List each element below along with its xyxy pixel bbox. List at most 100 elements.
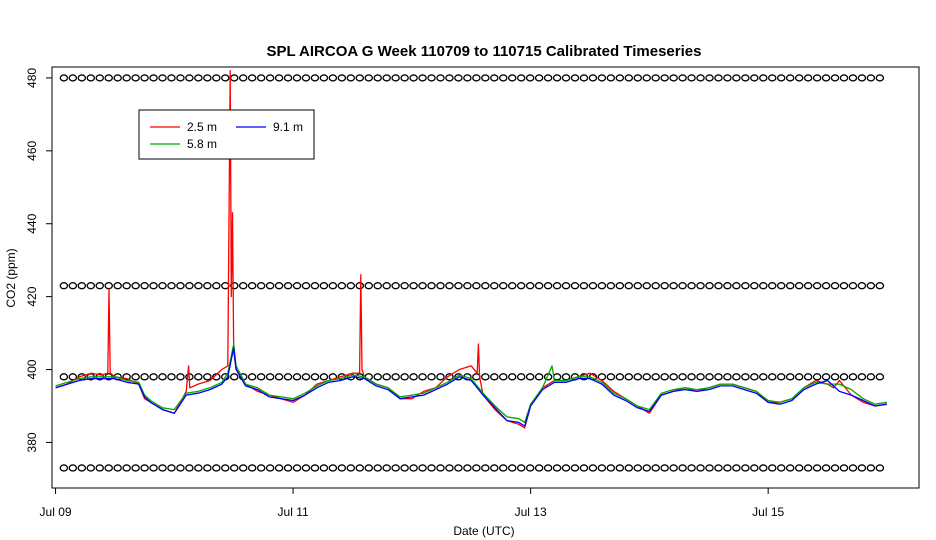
marker-point xyxy=(723,464,732,472)
marker-point xyxy=(463,282,472,290)
marker-point xyxy=(185,282,194,290)
marker-point xyxy=(355,282,365,290)
x-tick-label-jul-13: Jul 13 xyxy=(515,505,547,519)
marker-point xyxy=(606,282,616,290)
marker-point xyxy=(176,282,185,290)
marker-point xyxy=(185,74,194,82)
x-axis-label: Date (UTC) xyxy=(453,524,514,538)
marker-point xyxy=(714,464,723,472)
marker-point xyxy=(669,464,678,472)
marker-point xyxy=(597,464,607,472)
marker-point xyxy=(238,282,248,290)
marker-point xyxy=(382,464,391,472)
marker-point xyxy=(696,373,705,381)
marker-point xyxy=(821,373,831,381)
marker-point xyxy=(543,464,553,472)
marker-point xyxy=(687,74,696,82)
marker-point xyxy=(651,282,660,290)
marker-point xyxy=(606,464,616,472)
marker-point xyxy=(507,464,517,472)
marker-point xyxy=(803,74,813,82)
marker-point xyxy=(857,373,867,381)
marker-point xyxy=(714,282,723,290)
marker-point xyxy=(310,282,320,290)
marker-point xyxy=(373,464,382,472)
marker-point xyxy=(59,373,69,381)
marker-point xyxy=(803,373,813,381)
marker-point xyxy=(803,282,813,290)
marker-point xyxy=(391,282,400,290)
series-line-9-1-m xyxy=(55,347,887,427)
marker-point xyxy=(400,74,409,82)
marker-point xyxy=(418,464,427,472)
marker-point xyxy=(516,373,526,381)
marker-point xyxy=(561,464,571,472)
y-tick-label-440: 440 xyxy=(25,213,39,233)
marker-point xyxy=(803,464,813,472)
marker-point xyxy=(776,464,786,472)
marker-point xyxy=(507,282,517,290)
marker-point xyxy=(490,373,499,381)
marker-point xyxy=(346,464,356,472)
marker-point xyxy=(229,464,239,472)
marker-point xyxy=(723,282,732,290)
marker-point xyxy=(212,282,221,290)
marker-point xyxy=(265,464,275,472)
marker-point xyxy=(481,464,490,472)
marker-point xyxy=(839,373,849,381)
legend-label-2-5m: 2.5 m xyxy=(187,120,217,134)
marker-point xyxy=(785,373,795,381)
marker-point xyxy=(534,282,544,290)
marker-point xyxy=(238,464,248,472)
marker-point xyxy=(167,74,176,82)
marker-point xyxy=(830,373,840,381)
marker-point xyxy=(651,74,660,82)
marker-point xyxy=(194,282,203,290)
marker-point xyxy=(597,282,607,290)
marker-point xyxy=(203,464,212,472)
marker-point xyxy=(221,74,230,82)
marker-point xyxy=(507,373,517,381)
marker-point xyxy=(203,373,212,381)
marker-point xyxy=(283,373,293,381)
marker-point xyxy=(454,74,463,82)
marker-point xyxy=(445,282,454,290)
marker-point xyxy=(86,282,96,290)
marker-point xyxy=(337,74,347,82)
marker-point xyxy=(525,74,535,82)
marker-point xyxy=(875,373,885,381)
marker-point xyxy=(821,74,831,82)
marker-point xyxy=(543,282,553,290)
marker-point xyxy=(588,74,598,82)
marker-point xyxy=(59,282,69,290)
marker-point xyxy=(651,373,660,381)
x-axis: Jul 09 Jul 11 Jul 13 Jul 15 xyxy=(40,488,784,519)
marker-point xyxy=(705,74,714,82)
marker-point xyxy=(319,282,329,290)
marker-point xyxy=(265,373,275,381)
marker-point xyxy=(382,282,391,290)
marker-point xyxy=(552,74,562,82)
marker-point xyxy=(687,373,696,381)
marker-point xyxy=(472,74,481,82)
marker-point xyxy=(633,373,643,381)
marker-point xyxy=(543,74,553,82)
marker-point xyxy=(696,74,705,82)
marker-point xyxy=(59,464,69,472)
marker-point xyxy=(741,282,750,290)
marker-point xyxy=(158,373,167,381)
marker-point xyxy=(328,464,338,472)
marker-point xyxy=(176,373,185,381)
marker-point xyxy=(418,282,427,290)
marker-point xyxy=(301,464,311,472)
marker-point xyxy=(794,464,804,472)
marker-point xyxy=(391,373,400,381)
marker-point xyxy=(283,282,293,290)
marker-point xyxy=(812,282,822,290)
marker-point xyxy=(400,282,409,290)
marker-point xyxy=(319,373,329,381)
marker-point xyxy=(167,464,176,472)
marker-point xyxy=(857,282,867,290)
marker-point xyxy=(104,74,113,82)
